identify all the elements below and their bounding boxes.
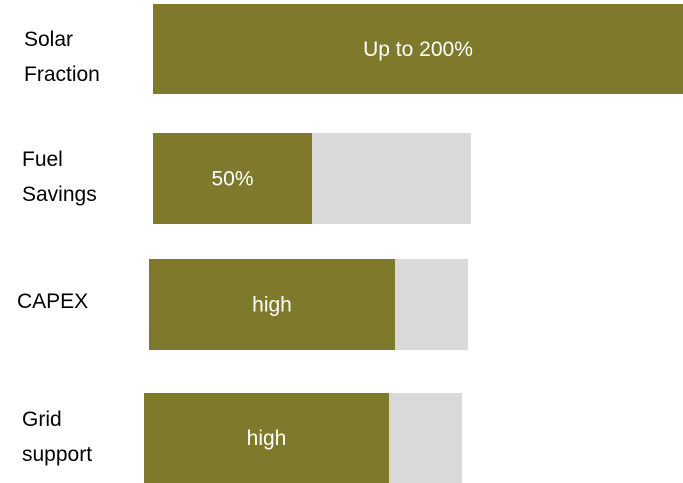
category-label-solar-fraction: Solar Fraction [24, 28, 100, 86]
bar-grid-support [144, 393, 389, 483]
category-label-fuel-savings: Fuel Savings [22, 148, 97, 206]
category-label-capex: CAPEX [17, 290, 88, 313]
bar-capex [149, 259, 395, 350]
value-label-fuel-savings: 50% [211, 168, 253, 191]
category-label-grid-support: Grid support [22, 408, 92, 466]
bar-solar-fraction [153, 4, 683, 94]
category-label-line: Solar [24, 28, 73, 51]
value-label-capex: high [252, 294, 292, 317]
category-label-line: Fuel [22, 148, 63, 171]
category-label-line: Grid [22, 408, 62, 431]
category-label-line: Savings [22, 183, 97, 206]
value-label-solar-fraction: Up to 200% [363, 38, 473, 61]
category-label-line: Fraction [24, 63, 100, 86]
value-label-grid-support: high [247, 427, 287, 450]
bar-fuel-savings [153, 133, 312, 224]
category-label-line: support [22, 443, 92, 466]
category-label-line: CAPEX [17, 290, 88, 313]
